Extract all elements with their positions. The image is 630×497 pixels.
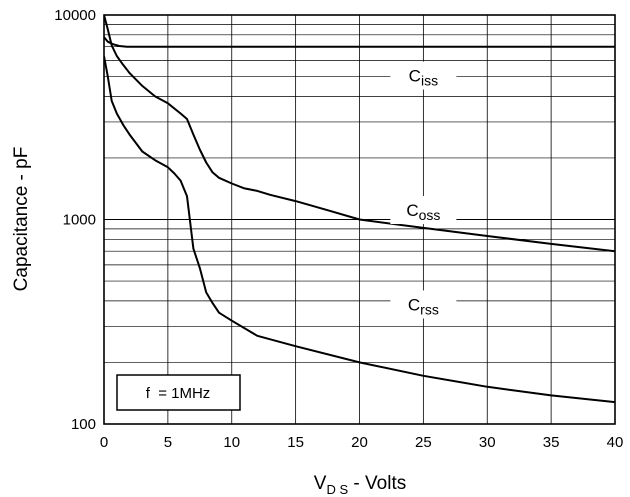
- x-tick-label: 20: [351, 434, 368, 451]
- x-tick-label: 15: [287, 434, 304, 451]
- y-tick-label: 1000: [63, 212, 96, 229]
- series-ciss-label: Ciss: [409, 67, 438, 89]
- series-ciss-label-bg: [390, 61, 457, 90]
- x-axis-title-main: V: [314, 473, 327, 494]
- plot-frame: [103, 14, 616, 425]
- y-tick-labels: 100 1000 10000: [54, 7, 96, 433]
- series-crss-line: [104, 55, 615, 404]
- frequency-annotation-box: [116, 374, 241, 411]
- series-crss-label-bg: [390, 290, 457, 319]
- x-tick-label: 10: [223, 434, 240, 451]
- curves: [104, 15, 615, 404]
- x-tick-label: 5: [164, 434, 172, 451]
- series-ciss-line: [104, 36, 615, 48]
- frequency-annotation-text: f = 1MHz: [146, 385, 211, 402]
- x-tick-labels: 0 5 10 15 20 25 30 35 40: [100, 434, 624, 451]
- y-tick-label: 100: [71, 416, 96, 433]
- x-axis-title: VD S - Volts: [314, 473, 406, 497]
- x-tick-label: 35: [543, 434, 560, 451]
- x-tick-label: 40: [607, 434, 624, 451]
- series-crss-label: Crss: [408, 295, 439, 317]
- x-tick-label: 30: [479, 434, 496, 451]
- frequency-annotation: f = 1MHz: [116, 374, 241, 411]
- y-axis-title: Capacitance - pF: [11, 147, 32, 292]
- y-tick-label: 10000: [54, 7, 96, 24]
- x-tick-label: 25: [415, 434, 432, 451]
- series-coss-label: Coss: [406, 201, 440, 223]
- curve-labels: Ciss Coss Crss: [390, 61, 457, 319]
- series-coss-line: [104, 15, 615, 253]
- x-tick-label: 0: [100, 434, 108, 451]
- x-axis-title-sub: D S: [326, 482, 348, 497]
- x-axis-title-suffix: - Volts: [348, 473, 406, 494]
- series-coss-label-bg: [390, 196, 457, 225]
